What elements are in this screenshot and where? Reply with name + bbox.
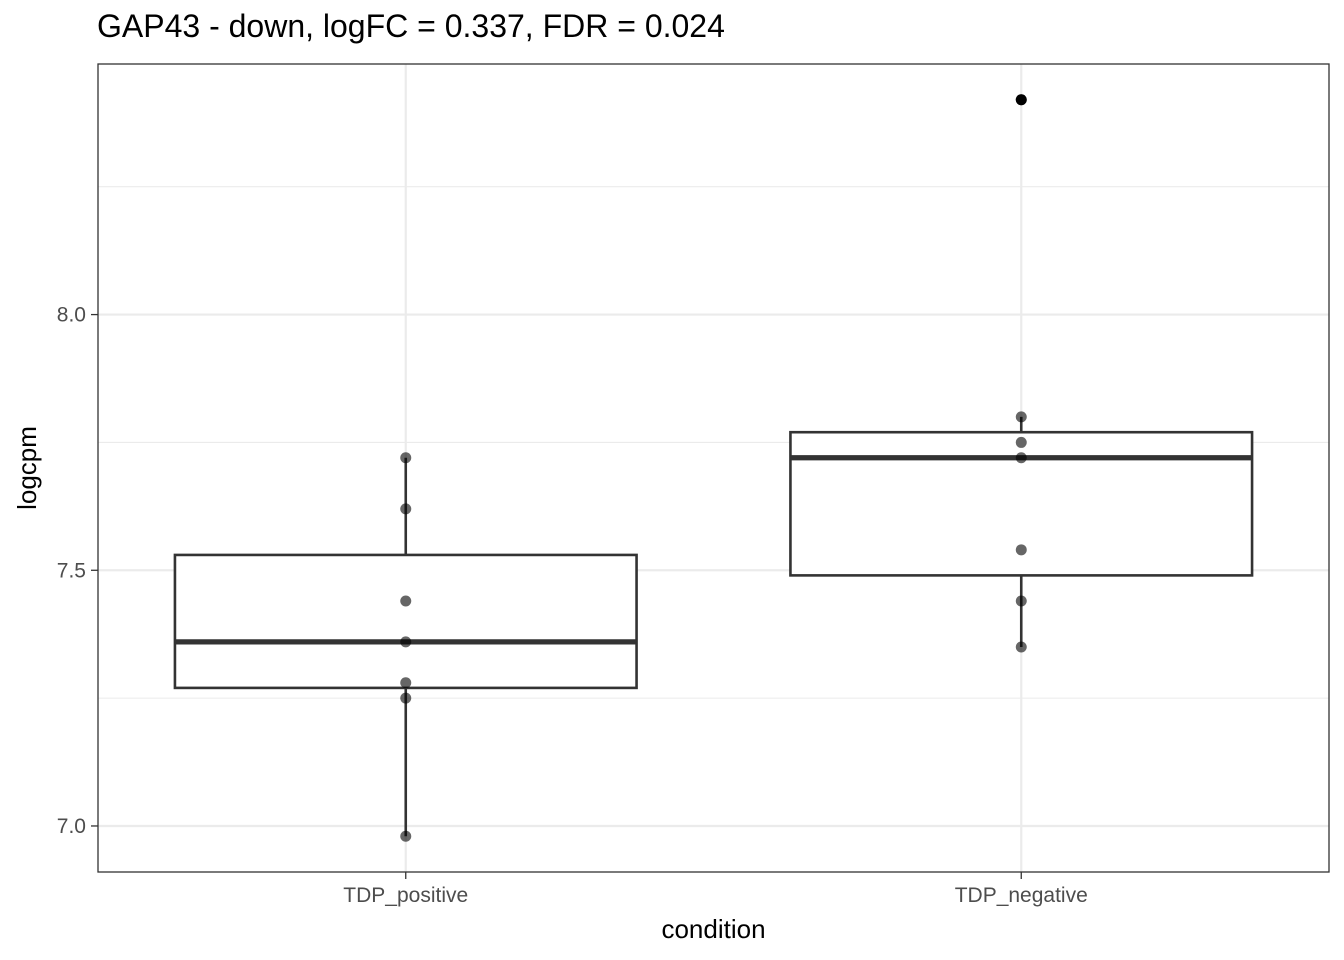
y-tick-label: 7.0: [57, 815, 86, 838]
data-point: [400, 452, 412, 464]
x-axis-title: condition: [661, 914, 765, 944]
data-point: [400, 503, 412, 515]
x-tick-label: TDP_positive: [343, 884, 468, 907]
data-point: [1015, 94, 1027, 106]
box-iqr: [173, 553, 638, 690]
y-axis-title: logcpm: [12, 426, 42, 510]
data-point: [1015, 452, 1027, 464]
data-point: [1015, 544, 1027, 556]
data-point: [1015, 641, 1027, 653]
data-points: [400, 94, 1027, 842]
panel-border: [97, 63, 1330, 873]
y-tick-label: 8.0: [57, 304, 86, 327]
data-point: [400, 636, 412, 648]
axes: 7.0 7.5 8.0 TDP_positive TDP_negative: [57, 304, 1088, 907]
data-point: [400, 692, 412, 704]
x-tick-label: TDP_negative: [955, 884, 1088, 907]
data-point: [1015, 595, 1027, 607]
chart-title: GAP43 - down, logFC = 0.337, FDR = 0.024: [97, 8, 725, 44]
data-point: [400, 595, 412, 607]
y-tick-label: 7.5: [57, 559, 86, 582]
data-point: [1015, 436, 1027, 448]
data-point: [1015, 411, 1027, 423]
data-point: [400, 677, 412, 689]
data-point: [400, 830, 412, 842]
